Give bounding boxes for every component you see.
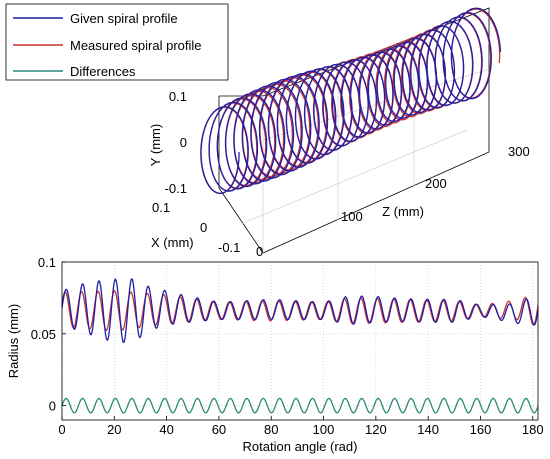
x-tick-label: 160 xyxy=(470,422,492,437)
x-tick-label: 20 xyxy=(107,422,121,437)
series-line-differences xyxy=(61,397,539,414)
x-tick-label: 0 xyxy=(58,422,65,437)
y-tick-0: 0.1 xyxy=(169,89,187,104)
y-tick-label: 0.1 xyxy=(38,255,56,270)
legend-item-given: Given spiral profile xyxy=(13,11,178,26)
radius-x-axis-label: Rotation angle (rad) xyxy=(243,439,358,454)
z-tick-2: 200 xyxy=(425,176,447,191)
spiral-3d-plot: 0.1 0 -0.1 Y (mm) 0.1 0 -0.1 X (mm) 0 10… xyxy=(148,7,530,259)
z-tick-0: 0 xyxy=(256,244,263,259)
x-tick-1: 0 xyxy=(200,220,207,235)
x-axis-label: X (mm) xyxy=(151,235,194,250)
x-tick-label: 140 xyxy=(417,422,439,437)
x-tick-0: 0.1 xyxy=(152,200,170,215)
legend: Given spiral profile Measured spiral pro… xyxy=(5,3,229,81)
legend-label-measured: Measured spiral profile xyxy=(70,38,202,53)
x-tick-label: 60 xyxy=(212,422,226,437)
radius-plot-ticks: 0 20 40 60 80 100 120 140 160 180 0.1 0.05 0 xyxy=(31,255,544,437)
x-tick-label: 120 xyxy=(365,422,387,437)
radius-plot-frame xyxy=(61,261,539,421)
z-tick-1: 100 xyxy=(341,209,363,224)
y-axis-3d: 0.1 0 -0.1 Y (mm) xyxy=(148,89,187,196)
legend-label-given: Given spiral profile xyxy=(70,11,178,26)
y-tick-label: 0 xyxy=(49,399,56,414)
spiral-given-curve xyxy=(200,7,502,195)
spiral-given-profile xyxy=(200,7,502,195)
series-line-given xyxy=(61,278,539,344)
legend-label-differences: Differences xyxy=(70,64,136,79)
z-axis-label: Z (mm) xyxy=(382,204,424,219)
x-tick-label: 40 xyxy=(159,422,173,437)
radius-plot-lines xyxy=(61,278,539,414)
radius-y-axis-label: Radius (mm) xyxy=(6,304,21,378)
legend-item-differences: Differences xyxy=(13,64,136,79)
y-tick-label: 0.05 xyxy=(31,327,56,342)
y-tick-1: 0 xyxy=(180,135,187,150)
y-axis-label: Y (mm) xyxy=(148,124,163,166)
x-tick-2: -0.1 xyxy=(218,240,240,255)
x-tick-label: 100 xyxy=(313,422,335,437)
radius-plot: 0 20 40 60 80 100 120 140 160 180 0.1 0.05 0 Rotatio… xyxy=(6,255,544,454)
x-tick-label: 80 xyxy=(264,422,278,437)
y-tick-2: -0.1 xyxy=(165,181,187,196)
z-axis-3d: 0 100 200 300 Z (mm) xyxy=(256,144,530,259)
z-tick-3: 300 xyxy=(508,144,530,159)
legend-item-measured: Measured spiral profile xyxy=(13,38,202,53)
x-axis-3d: 0.1 0 -0.1 X (mm) xyxy=(151,200,240,255)
x-tick-label: 180 xyxy=(522,422,544,437)
legend-box xyxy=(5,3,229,81)
